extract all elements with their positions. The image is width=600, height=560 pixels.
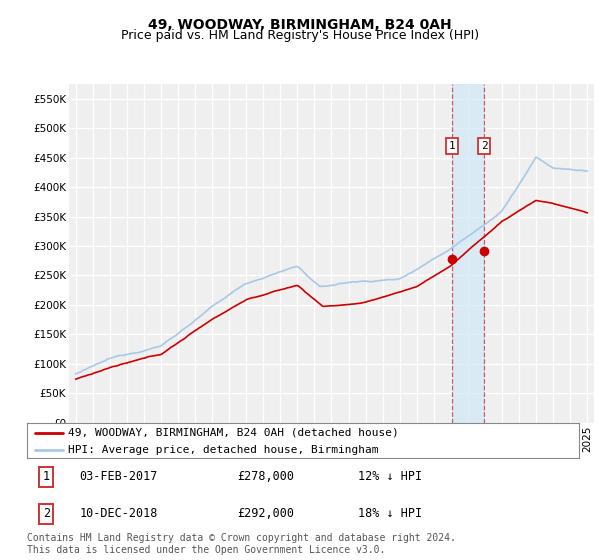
Text: 1: 1 <box>449 141 455 151</box>
Text: 49, WOODWAY, BIRMINGHAM, B24 0AH: 49, WOODWAY, BIRMINGHAM, B24 0AH <box>148 18 452 32</box>
Text: 12% ↓ HPI: 12% ↓ HPI <box>358 470 422 483</box>
Text: 1: 1 <box>43 470 50 483</box>
Text: 10-DEC-2018: 10-DEC-2018 <box>79 507 158 520</box>
Text: £278,000: £278,000 <box>237 470 294 483</box>
Text: Price paid vs. HM Land Registry's House Price Index (HPI): Price paid vs. HM Land Registry's House … <box>121 29 479 42</box>
Text: 2: 2 <box>481 141 488 151</box>
Text: HPI: Average price, detached house, Birmingham: HPI: Average price, detached house, Birm… <box>68 445 379 455</box>
Text: 49, WOODWAY, BIRMINGHAM, B24 0AH (detached house): 49, WOODWAY, BIRMINGHAM, B24 0AH (detach… <box>68 427 399 437</box>
Text: 03-FEB-2017: 03-FEB-2017 <box>79 470 158 483</box>
Bar <box>452 84 484 423</box>
Text: 2: 2 <box>43 507 50 520</box>
Text: £292,000: £292,000 <box>237 507 294 520</box>
Text: 18% ↓ HPI: 18% ↓ HPI <box>358 507 422 520</box>
Text: Contains HM Land Registry data © Crown copyright and database right 2024.
This d: Contains HM Land Registry data © Crown c… <box>27 533 456 555</box>
